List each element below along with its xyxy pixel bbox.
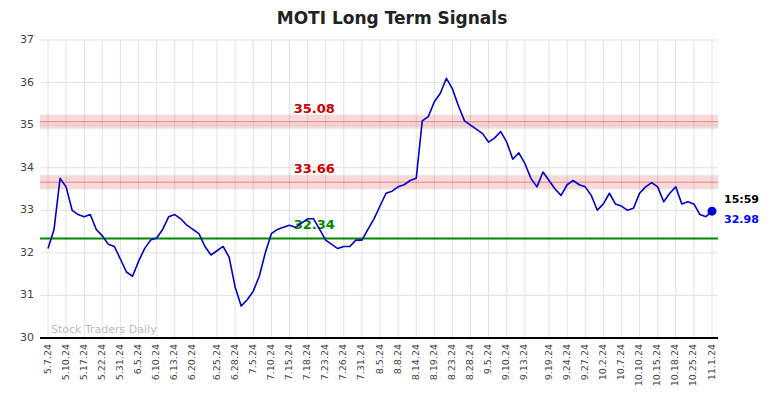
x-tick-label: 10.25.24 (687, 344, 698, 386)
y-tick-label: 30 (20, 331, 34, 344)
x-tick-label: 5.10.24 (60, 344, 71, 380)
title: MOTI Long Term Signals (277, 8, 508, 28)
y-tick-label: 32 (20, 246, 34, 259)
x-tick-label: 10.15.24 (651, 344, 662, 386)
x-tick-label: 8.8.24 (392, 344, 403, 374)
level-line (40, 121, 718, 122)
x-tick-label: 8.14.24 (410, 344, 421, 380)
level-band (40, 115, 718, 129)
y-tick-label: 34 (20, 161, 34, 174)
grid-line (40, 167, 718, 168)
x-tick-label: 7.10.24 (265, 344, 276, 380)
x-tick-label: 7.26.24 (337, 344, 348, 380)
x-tick-label: 10.18.24 (669, 344, 680, 386)
price-line (48, 78, 712, 306)
x-axis-line (40, 337, 718, 339)
x-tick-label: 6.28.24 (229, 344, 240, 380)
x-tick-label: 10.7.24 (615, 344, 626, 380)
level-line (40, 182, 718, 183)
x-tick-label: 9.5.24 (482, 344, 493, 374)
x-tick-label: 8.23.24 (446, 344, 457, 380)
x-tick-label: 9.13.24 (518, 344, 529, 380)
series (48, 78, 712, 306)
x-tick-label: 8.5.24 (374, 344, 385, 374)
x-tick-label: 5.7.24 (42, 344, 53, 374)
level-line (40, 237, 718, 239)
grid-line (40, 40, 718, 41)
grid-line (40, 338, 718, 339)
x-tick-label: 7.15.24 (283, 344, 294, 380)
x-tick-label: 6.13.24 (168, 344, 179, 380)
y-tick-label: 36 (20, 76, 34, 89)
x-tick-label: 10.2.24 (597, 344, 608, 380)
levels (40, 115, 718, 239)
x-tick-label: 5.22.24 (96, 344, 107, 380)
x-tick-label: 6.25.24 (211, 344, 222, 380)
x-tick-label: 7.31.24 (355, 344, 366, 380)
x-tick-label: 9.10.24 (500, 344, 511, 380)
watermark: Stock Traders Daily (51, 323, 157, 336)
grid-line (40, 295, 718, 296)
x-tick-label: 7.5.24 (247, 344, 258, 374)
x-tick-label: 10.10.24 (633, 344, 644, 386)
x-tick-label: 6.5.24 (132, 344, 143, 374)
end-point (708, 207, 717, 216)
x-tick-label: 8.19.24 (428, 344, 439, 380)
x-tick-label: 9.24.24 (561, 344, 572, 380)
level-band (40, 175, 718, 189)
price-label: 32.98 (724, 213, 759, 226)
x-tick-label: 7.18.24 (301, 344, 312, 380)
x-tick-label: 5.31.24 (114, 344, 125, 380)
grid-line (40, 82, 718, 83)
x-tick-label: 6.20.24 (186, 344, 197, 380)
y-tick-label: 37 (20, 33, 34, 46)
x-tick-label: 6.10.24 (150, 344, 161, 380)
x-tick-label: 8.28.24 (464, 344, 475, 380)
chart: MOTI Long Term Signals 30 31 32 33 34 35 36 37 5.… (0, 0, 784, 398)
y-tick-label: 31 (20, 288, 34, 301)
x-tick-label: 9.19.24 (543, 344, 554, 380)
x-tick-label: 5.17.24 (78, 344, 89, 380)
y-tick-label: 35 (20, 118, 34, 131)
time-label: 15:59 (724, 193, 759, 206)
x-tick-label: 11.1.24 (706, 344, 717, 380)
level-label: 35.08 (294, 101, 335, 116)
x-tick-label: 7.23.24 (319, 344, 330, 380)
x-tick-label: 9.27.24 (579, 344, 590, 380)
level-label: 33.66 (294, 161, 335, 176)
y-tick-label: 33 (20, 203, 34, 216)
grid (40, 40, 718, 338)
